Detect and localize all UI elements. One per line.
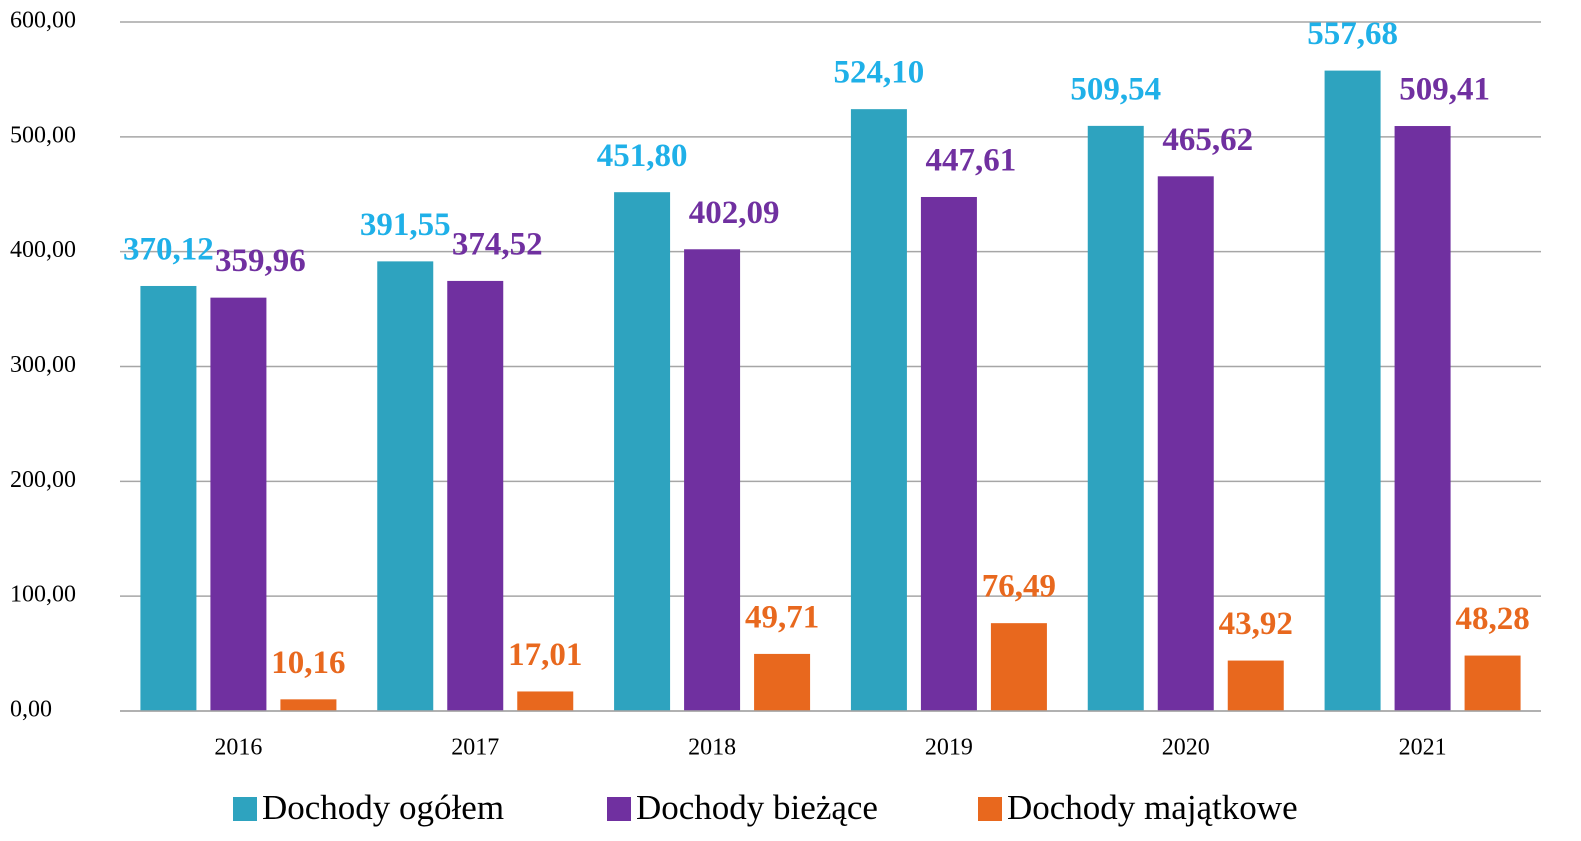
bar xyxy=(447,280,504,711)
bar xyxy=(990,623,1047,711)
bar xyxy=(1394,126,1451,711)
value-label: 391,55 xyxy=(360,207,451,243)
y-tick-label: 200,00 xyxy=(10,467,76,493)
legend-swatch xyxy=(233,797,257,821)
value-label: 465,62 xyxy=(1162,122,1253,158)
value-label: 76,49 xyxy=(982,569,1056,605)
value-label: 524,10 xyxy=(834,55,925,91)
bar xyxy=(377,261,434,711)
bar xyxy=(920,196,977,712)
x-tick-label: 2020 xyxy=(1162,735,1210,761)
bar xyxy=(614,192,671,712)
value-label: 509,41 xyxy=(1399,72,1490,108)
bar xyxy=(1157,176,1214,711)
legend-swatch xyxy=(978,797,1002,821)
value-label: 402,09 xyxy=(689,195,780,231)
bar xyxy=(210,297,267,711)
y-tick-label: 600,00 xyxy=(10,8,76,34)
bar xyxy=(140,285,197,711)
bar xyxy=(1324,70,1381,711)
y-tick-label: 100,00 xyxy=(10,582,76,608)
x-tick-label: 2021 xyxy=(1399,735,1447,761)
value-label: 374,52 xyxy=(452,227,543,263)
bar xyxy=(517,691,574,711)
legend-label: Dochody ogółem xyxy=(262,788,504,827)
x-tick-label: 2017 xyxy=(451,735,499,761)
value-label: 43,92 xyxy=(1219,606,1293,642)
x-tick-label: 2019 xyxy=(925,735,973,761)
bar xyxy=(280,699,337,711)
y-tick-label: 300,00 xyxy=(10,352,76,378)
value-label: 447,61 xyxy=(926,143,1017,179)
x-tick-label: 2016 xyxy=(214,735,262,761)
bar xyxy=(1227,660,1284,711)
value-label: 359,96 xyxy=(215,243,306,279)
value-label: 451,80 xyxy=(597,138,688,174)
legend-label: Dochody bieżące xyxy=(636,788,878,827)
value-label: 370,12 xyxy=(123,232,214,268)
legend-swatch xyxy=(607,797,631,821)
legend-label: Dochody majątkowe xyxy=(1007,788,1298,827)
bar xyxy=(754,653,811,711)
bar xyxy=(850,109,907,711)
value-label: 557,68 xyxy=(1307,16,1398,52)
value-label: 10,16 xyxy=(271,645,345,681)
bar xyxy=(684,249,741,711)
value-label: 49,71 xyxy=(745,599,819,635)
y-tick-label: 0,00 xyxy=(10,697,52,723)
value-label: 48,28 xyxy=(1455,601,1529,637)
bar xyxy=(1464,655,1521,711)
value-label: 17,01 xyxy=(508,637,582,673)
y-tick-label: 400,00 xyxy=(10,237,76,263)
bar xyxy=(1087,125,1144,711)
y-tick-label: 500,00 xyxy=(10,122,76,148)
x-tick-label: 2018 xyxy=(688,735,736,761)
value-label: 509,54 xyxy=(1070,71,1161,107)
